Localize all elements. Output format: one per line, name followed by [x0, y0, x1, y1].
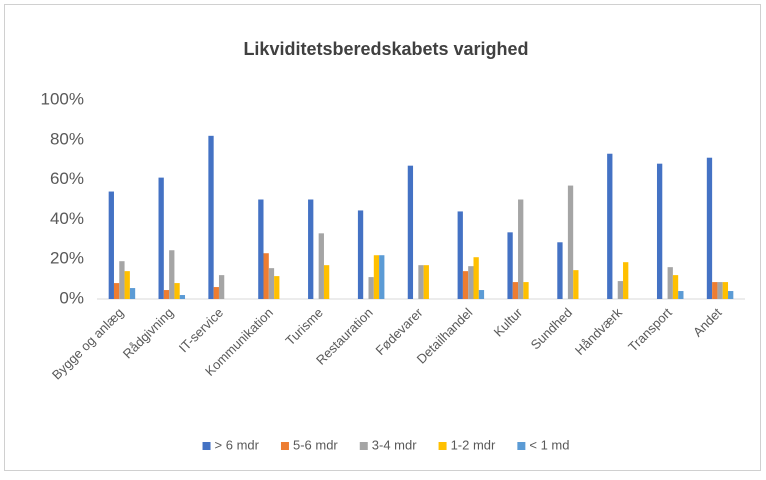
- bar: [667, 267, 673, 299]
- bar: [158, 177, 164, 299]
- bar: [268, 268, 275, 299]
- bar: [119, 261, 125, 299]
- bar: [706, 157, 713, 299]
- bar: [263, 253, 269, 299]
- legend-label: < 1 md: [529, 437, 569, 452]
- bar: [218, 275, 225, 299]
- bar: [423, 265, 429, 299]
- bar: [518, 199, 524, 299]
- bar: [473, 257, 479, 299]
- legend-swatch: [280, 442, 289, 450]
- y-tick-label: 40%: [50, 209, 84, 228]
- bar: [108, 191, 114, 299]
- bar: [457, 211, 463, 299]
- bar: [274, 276, 280, 299]
- bar: [717, 282, 723, 299]
- y-tick-label: 100%: [41, 89, 84, 108]
- bar: [368, 277, 374, 299]
- bar: [678, 291, 684, 299]
- bar: [323, 265, 330, 299]
- legend-label: > 6 mdr: [215, 437, 260, 452]
- legend-label: 1-2 mdr: [451, 437, 496, 452]
- bar: [373, 255, 380, 299]
- legend-swatch: [359, 442, 368, 450]
- y-tick-label: 20%: [50, 249, 84, 268]
- bar: [478, 290, 485, 299]
- legend-swatch: [517, 442, 526, 450]
- bar: [462, 271, 469, 299]
- legend-label: 3-4 mdr: [372, 437, 417, 452]
- bar: [617, 281, 624, 299]
- bar: [174, 283, 180, 299]
- bar: [523, 282, 529, 299]
- bar: [258, 199, 264, 299]
- bar: [557, 242, 563, 299]
- bar: [113, 283, 120, 299]
- bar: [418, 265, 424, 299]
- bar: [129, 288, 136, 299]
- bar: [672, 275, 679, 299]
- bar: [169, 250, 175, 299]
- chart-border: [4, 4, 761, 471]
- chart-title: Likviditetsberedskabets varighed: [243, 39, 528, 59]
- bar: [728, 291, 734, 299]
- bar: [124, 271, 130, 299]
- bar: [213, 287, 219, 299]
- legend-swatch: [438, 442, 447, 450]
- bar: [567, 185, 574, 299]
- bar: [607, 153, 613, 299]
- bar: [507, 232, 513, 299]
- bar: [623, 262, 629, 299]
- y-tick-label: 0%: [59, 288, 84, 307]
- bar: [573, 270, 579, 299]
- bar: [712, 282, 718, 299]
- bar: [722, 282, 729, 299]
- bar: [379, 255, 385, 299]
- bar: [208, 135, 214, 299]
- legend-swatch: [202, 442, 211, 450]
- bar: [357, 210, 364, 299]
- bar: [407, 165, 414, 299]
- bar: [318, 233, 324, 299]
- bar: [179, 295, 186, 299]
- y-tick-label: 80%: [50, 129, 84, 148]
- bar: [468, 266, 474, 299]
- bar: [308, 199, 314, 299]
- legend-label: 5-6 mdr: [293, 437, 338, 452]
- bar: [512, 282, 519, 299]
- bar: [163, 290, 170, 299]
- y-tick-label: 60%: [50, 169, 84, 188]
- bar: [656, 163, 663, 299]
